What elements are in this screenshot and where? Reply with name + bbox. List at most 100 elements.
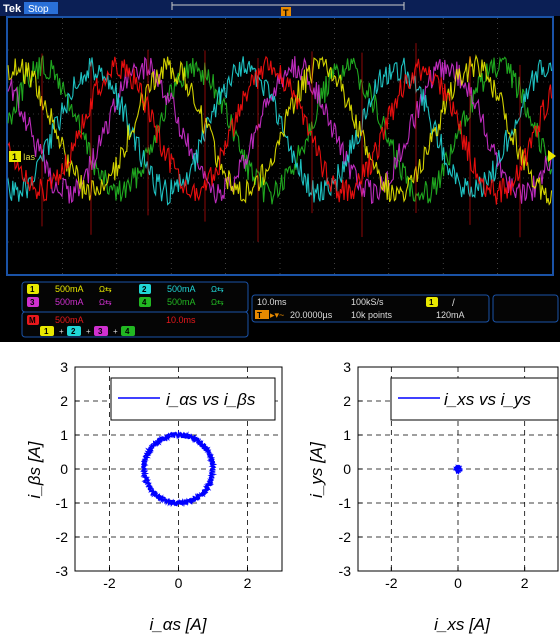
xy-legend-label: i_xs vs i_ys — [444, 390, 531, 409]
channel-4-number: 4 — [142, 298, 147, 307]
channel-ref-label: Ias — [23, 152, 36, 162]
math-plus-sign: + — [86, 327, 91, 336]
xy-trajectory — [452, 464, 464, 475]
y-tick-label: -1 — [339, 495, 352, 511]
ch1-ground-marker[interactable] — [9, 151, 21, 162]
series-trajectory — [140, 429, 218, 508]
y-tick-label: 1 — [60, 427, 68, 443]
y-tick-label: -3 — [339, 563, 352, 579]
run-stop-label: Stop — [28, 4, 49, 15]
delay-icon-glyph: T — [257, 311, 262, 320]
top-status-bar — [0, 0, 560, 16]
math-plus-sign: + — [59, 327, 64, 336]
xy-ylabel: i_ys [A] — [307, 441, 326, 498]
sample-rate-readout: 100kS/s — [351, 297, 384, 307]
xy-ticks: -2 0 2 -3 -2 -1 0 1 2 3 — [339, 359, 529, 591]
trigger-source-badge[interactable] — [426, 297, 438, 307]
y-tick-label: 0 — [60, 461, 68, 477]
alpha-beta-legend-label: i_αs vs i_βs — [166, 390, 256, 409]
x-tick-label: 2 — [521, 575, 529, 591]
graticule — [8, 18, 552, 274]
math-badge[interactable] — [27, 315, 39, 325]
y-tick-label: 2 — [343, 393, 351, 409]
channel-3-coupling: Ω⇆ — [99, 298, 112, 307]
channel-2-badge[interactable] — [139, 284, 151, 294]
current-trajectory-plots: -2 0 2 -3 -2 -1 0 1 2 3 i_αs vs i_βs i_αs [A] i_β… — [0, 342, 560, 639]
y-tick-label: 3 — [343, 359, 351, 375]
brand-label: Tek — [3, 3, 22, 15]
delay-arrow-icon: ▸▾~ — [270, 310, 284, 320]
ch2-trace — [7, 56, 553, 206]
channel-2-number: 2 — [142, 285, 147, 294]
run-stop-indicator[interactable] — [24, 2, 58, 14]
y-tick-label: 2 — [60, 393, 68, 409]
channel-1-scale: 500mA — [55, 284, 84, 294]
math-scale: 500mA — [55, 315, 84, 325]
alpha-beta-plot: -2 0 2 -3 -2 -1 0 1 2 3 i_αs vs i_βs i_αs [A] i_β… — [25, 359, 283, 634]
trigger-source-label: 1 — [429, 298, 434, 307]
y-tick-label: 3 — [60, 359, 68, 375]
y-tick-label: -2 — [339, 529, 352, 545]
channel-3-scale: 500mA — [55, 297, 84, 307]
math-term-3-label: 3 — [98, 327, 103, 336]
math-term-1 — [40, 326, 54, 336]
math-trace — [7, 55, 553, 205]
math-badge-label: M — [29, 316, 36, 325]
alpha-beta-ylabel: i_βs [A] — [25, 440, 44, 498]
oscilloscope-screen: Tek Stop T 1 Ias 1 500mA Ω⇆ 2 500mA Ω⇆ 3 500mA Ω… — [0, 0, 560, 342]
channel-2-coupling: Ω⇆ — [211, 285, 224, 294]
waveform-traces — [7, 43, 553, 242]
math-term-4-label: 4 — [125, 327, 130, 336]
x-tick-label: -2 — [103, 575, 116, 591]
y-tick-label: 0 — [343, 461, 351, 477]
x-tick-label: 0 — [175, 575, 183, 591]
channel-4-badge[interactable] — [139, 297, 151, 307]
xy-legend — [390, 377, 559, 421]
ch1-trigger-level-icon — [548, 150, 556, 162]
channel-3-number: 3 — [30, 298, 35, 307]
math-term-2 — [67, 326, 81, 336]
channel-1-number: 1 — [30, 285, 35, 294]
x-tick-label: -2 — [385, 575, 398, 591]
alpha-beta-ticks: -2 0 2 -3 -2 -1 0 1 2 3 — [56, 359, 252, 591]
channel-3-badge[interactable] — [27, 297, 39, 307]
channel-readouts: 1 500mA Ω⇆ 2 500mA Ω⇆ 3 500mA Ω⇆ 4 500mA Ω⇆ — [27, 284, 224, 307]
delay-icon — [255, 310, 269, 319]
alpha-beta-xlabel: i_αs [A] — [150, 615, 208, 634]
trigger-slope-icon: / — [452, 298, 455, 309]
delay-readout: 20.0000µs — [290, 310, 333, 320]
record-length-readout: 10k points — [351, 310, 393, 320]
math-timebase: 10.0ms — [166, 315, 196, 325]
trigger-level-readout: 120mA — [436, 310, 465, 320]
xy-plot: -2 0 2 -3 -2 -1 0 1 2 3 i_xs vs i_ys i_xs [A] i_y… — [307, 359, 559, 634]
channel-4-scale: 500mA — [167, 297, 196, 307]
channel-1-coupling: Ω⇆ — [99, 285, 112, 294]
channel-2-scale: 500mA — [167, 284, 196, 294]
trigger-marker-label: T — [283, 8, 289, 18]
series-trajectory — [452, 464, 464, 475]
channel-4-coupling: Ω⇆ — [211, 298, 224, 307]
ch1-ground-label: 1 — [12, 152, 17, 162]
math-term-2-label: 2 — [71, 327, 76, 336]
y-tick-label: 1 — [343, 427, 351, 443]
oscilloscope-display: Tek Stop T 1 Ias 1 500mA Ω⇆ 2 500mA Ω⇆ 3 500mA Ω… — [0, 0, 560, 338]
math-term-3 — [94, 326, 108, 336]
y-tick-label: -1 — [56, 495, 69, 511]
math-term-1-label: 1 — [44, 327, 49, 336]
y-tick-label: -2 — [56, 529, 69, 545]
alpha-beta-legend — [110, 377, 276, 421]
ch1-trace — [7, 54, 553, 206]
xy-xlabel: i_xs [A] — [434, 615, 491, 634]
x-tick-label: 2 — [244, 575, 252, 591]
alpha-beta-trajectory — [140, 429, 218, 508]
aux-readout-box — [492, 294, 559, 323]
math-readout: M 500mA 10.0ms 1 2 + 3 + 4 + — [27, 315, 196, 336]
math-term-4 — [121, 326, 135, 336]
plots-canvas: -2 0 2 -3 -2 -1 0 1 2 3 i_αs vs i_βs i_αs [A] i_β… — [25, 359, 559, 634]
x-tick-label: 0 — [454, 575, 462, 591]
math-plus-sign: + — [113, 327, 118, 336]
trigger-position-marker[interactable] — [281, 7, 291, 18]
y-tick-label: -3 — [56, 563, 69, 579]
timebase-readout: 10.0ms — [257, 297, 287, 307]
channel-1-badge[interactable] — [27, 284, 39, 294]
